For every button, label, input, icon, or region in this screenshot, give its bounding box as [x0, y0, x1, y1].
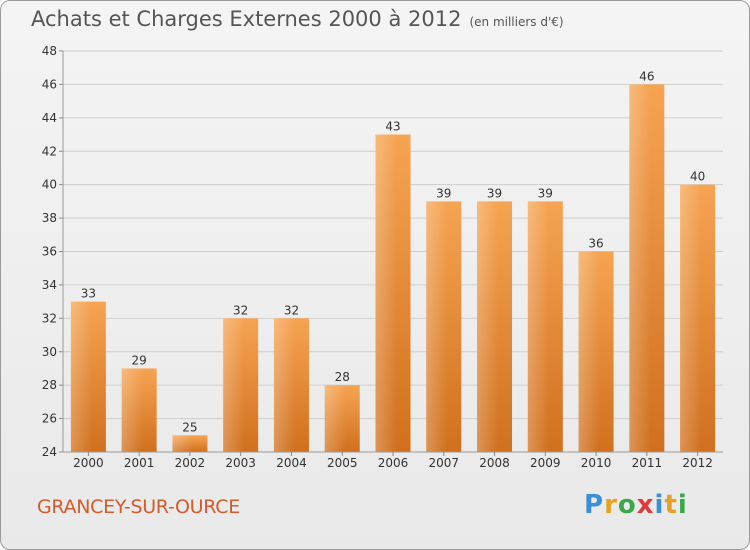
y-tick-label: 48 — [42, 44, 57, 58]
y-tick-label: 34 — [42, 278, 57, 292]
bar-value-label: 39 — [487, 186, 502, 200]
bar-highlight — [375, 134, 411, 452]
y-tick-label: 42 — [42, 144, 57, 158]
x-tick-label: 2002 — [175, 456, 206, 470]
bar-value-label: 29 — [132, 353, 147, 367]
x-tick-label: 2011 — [632, 456, 663, 470]
x-tick-label: 2008 — [479, 456, 510, 470]
bar-highlight — [121, 368, 157, 452]
bar-highlight — [477, 201, 513, 452]
logo-letter: t — [664, 490, 678, 520]
y-tick-label: 28 — [42, 378, 57, 392]
y-tick-label: 46 — [42, 77, 57, 91]
y-tick-label: 38 — [42, 211, 57, 225]
y-tick-label: 24 — [42, 445, 57, 459]
x-tick-label: 2012 — [682, 456, 713, 470]
logo-letter: x — [636, 490, 655, 520]
chart-title: Achats et Charges Externes 2000 à 2012 (e… — [31, 7, 564, 31]
logo-letter: i — [654, 490, 665, 520]
y-tick-label: 30 — [42, 345, 57, 359]
bar-value-label: 33 — [81, 287, 96, 301]
chart-subtitle: (en milliers d'€) — [469, 15, 564, 29]
x-tick-label: 2009 — [530, 456, 561, 470]
x-tick-label: 2006 — [378, 456, 409, 470]
logo-letter: i — [677, 490, 688, 520]
x-tick-label: 2000 — [73, 456, 104, 470]
x-tick-label: 2005 — [327, 456, 358, 470]
x-tick-label: 2001 — [124, 456, 155, 470]
bar-highlight — [527, 201, 563, 452]
chart-title-text: Achats et Charges Externes 2000 à 2012 — [31, 7, 462, 31]
bar-highlight — [629, 84, 665, 453]
bar-highlight — [680, 184, 716, 452]
bar-value-label: 39 — [538, 186, 553, 200]
bar-highlight — [273, 318, 309, 452]
x-tick-label: 2010 — [581, 456, 612, 470]
logo-letter: P — [584, 490, 605, 520]
x-axis: 2000 2001 2002 2003 2004 2005 2006 2007 2008 2009… — [63, 451, 723, 470]
bar-value-label: 36 — [588, 237, 603, 251]
x-tick-label: 2003 — [225, 456, 256, 470]
bar-highlight — [324, 385, 360, 452]
bar-value-label: 32 — [284, 303, 299, 317]
x-tick-label: 2007 — [428, 456, 459, 470]
y-tick-label: 44 — [42, 111, 57, 125]
bar-value-label: 40 — [690, 170, 705, 184]
bar-highlight — [578, 251, 614, 452]
y-tick-label: 26 — [42, 412, 57, 426]
x-tick-label: 2004 — [276, 456, 307, 470]
logo-letter: r — [604, 490, 618, 520]
city-name: GRANCEY-SUR-OURCE — [37, 496, 240, 518]
bar-value-label: 46 — [639, 69, 654, 83]
bar-value-label: 43 — [385, 120, 400, 134]
y-tick-label: 36 — [42, 245, 57, 259]
bar-highlight — [223, 318, 259, 452]
bar-highlight — [70, 301, 106, 452]
bar-highlight — [426, 201, 462, 452]
bar-value-labels: 33 29 25 32 32 28 43 39 39 39 36 46 40 — [81, 69, 706, 434]
bar-value-label: 39 — [436, 186, 451, 200]
logo-letter: o — [617, 490, 637, 520]
y-tick-label: 40 — [42, 178, 57, 192]
y-axis: 24 26 28 30 32 34 36 38 40 42 44 46 48 — [42, 44, 64, 459]
y-tick-label: 32 — [42, 311, 57, 325]
bar-value-label: 28 — [335, 370, 350, 384]
bar-value-label: 25 — [182, 420, 197, 434]
bar-highlight — [172, 435, 208, 452]
proxiti-logo: Proxiti — [584, 490, 688, 520]
bars — [70, 84, 716, 453]
bar-value-label: 32 — [233, 303, 248, 317]
